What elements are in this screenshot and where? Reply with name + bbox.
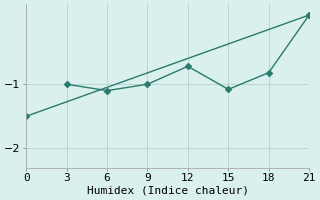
X-axis label: Humidex (Indice chaleur): Humidex (Indice chaleur) [87,186,249,196]
